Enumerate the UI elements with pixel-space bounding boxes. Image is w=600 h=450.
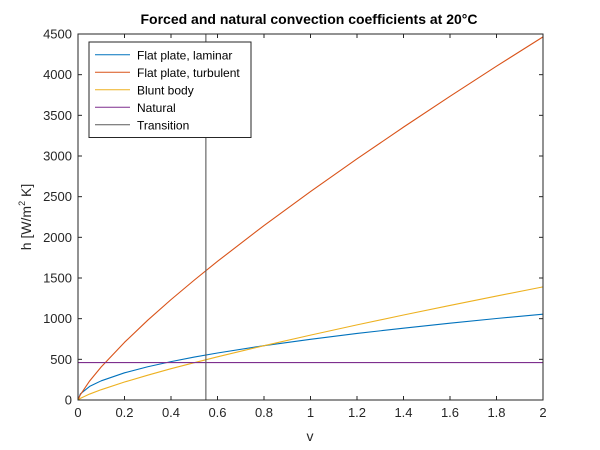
- legend-entry-label: Blunt body: [137, 83, 194, 97]
- y-tick-label: 2000: [43, 230, 72, 245]
- y-tick-label: 1000: [43, 311, 72, 326]
- y-tick-label: 4500: [43, 27, 72, 42]
- x-tick-label: 1.4: [394, 405, 412, 420]
- x-tick-label: 0: [74, 405, 81, 420]
- x-tick-label: 1.2: [348, 405, 366, 420]
- x-tick-label: 0.4: [162, 405, 180, 420]
- y-tick-label: 2500: [43, 189, 72, 204]
- legend: Flat plate, laminar Flat plate, turbulent…: [88, 41, 252, 138]
- y-tick-label: 4000: [43, 67, 72, 82]
- y-tick-label: 500: [50, 352, 72, 367]
- chart-title: Forced and natural convection coefficien…: [140, 11, 477, 27]
- legend-entry-label: Flat plate, turbulent: [137, 66, 240, 80]
- x-axis-label: v: [307, 428, 314, 444]
- x-tick-label: 0.2: [115, 405, 133, 420]
- y-axis-ticks: 0 500 1000 1500 2000 2500 3000 3500 4000 4500: [43, 27, 543, 408]
- x-tick-label: 0.8: [255, 405, 273, 420]
- legend-entry-label: Transition: [137, 118, 189, 132]
- legend-entry-label: Flat plate, laminar: [137, 48, 232, 62]
- x-axis-ticks: 0 0.2 0.4 0.6 0.8 1 1.2 1.4 1.6 1.8 2: [74, 34, 547, 420]
- legend-entry-label: Natural: [137, 101, 176, 115]
- y-axis-label-main: h [W/m: [18, 206, 34, 250]
- x-tick-label: 1.8: [487, 405, 505, 420]
- x-tick-label: 1: [307, 405, 314, 420]
- y-tick-label: 0: [65, 393, 72, 408]
- y-tick-label: 1500: [43, 271, 72, 286]
- y-axis-label-tail: K]: [18, 184, 34, 201]
- plot-layer: [77, 34, 544, 401]
- y-tick-label: 3500: [43, 108, 72, 123]
- y-axis-label: h [W/m2 K]: [17, 184, 34, 250]
- x-tick-label: 2: [539, 405, 546, 420]
- x-tick-label: 1.6: [441, 405, 459, 420]
- y-tick-label: 3000: [43, 149, 72, 164]
- y-axis-label-superscript: 2: [17, 201, 27, 206]
- x-tick-label: 0.6: [208, 405, 226, 420]
